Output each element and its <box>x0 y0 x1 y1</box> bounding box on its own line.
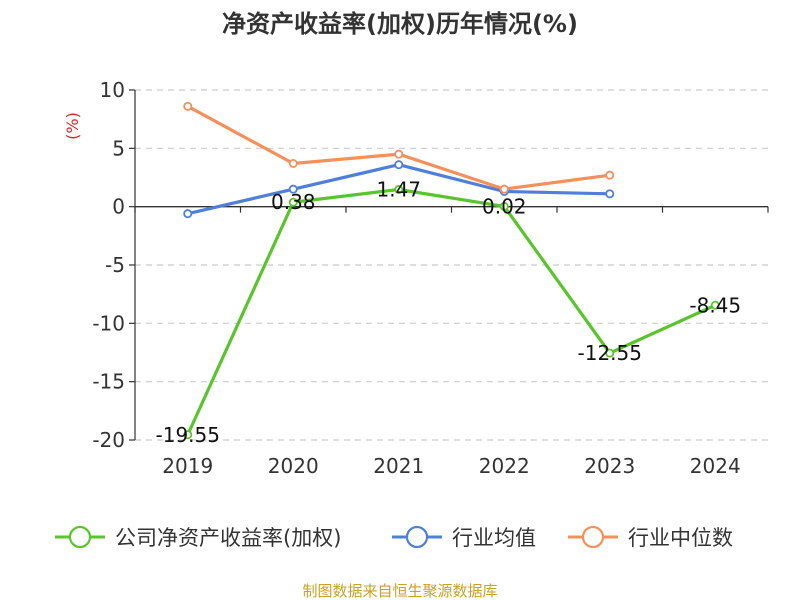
y-tick-label: -20 <box>92 428 125 452</box>
data-point[interactable] <box>605 170 615 180</box>
axes: 10 5 0 -5 -10 -15 -20 2019 2020 2021 2022 2023 2024 <box>92 78 769 478</box>
data-point[interactable] <box>394 149 404 159</box>
data-point[interactable] <box>499 184 509 194</box>
y-axis-unit: (%) <box>63 112 82 140</box>
data-point[interactable] <box>288 158 298 168</box>
data-label: -8.45 <box>689 293 741 317</box>
data-label: 0.02 <box>482 194 527 218</box>
data-source-note: 制图数据来自恒生聚源数据库 <box>302 582 497 600</box>
data-labels: -19.55 0.38 1.47 0.02 -12.55 -8.45 <box>156 178 742 447</box>
chart-title: 净资产收益率(加权)历年情况(%) <box>222 10 578 38</box>
data-label: -12.55 <box>578 341 642 365</box>
data-point[interactable] <box>183 430 193 440</box>
x-tick-label: 2021 <box>373 454 424 478</box>
legend-item-2[interactable]: 行业中位数 <box>568 525 733 550</box>
data-label: 1.47 <box>376 178 421 202</box>
legend-item-1[interactable]: 行业均值 <box>392 525 536 550</box>
x-tick-label: 2024 <box>690 454 741 478</box>
legend-label: 行业均值 <box>452 526 536 550</box>
data-point[interactable] <box>183 101 193 111</box>
data-point[interactable] <box>288 184 298 194</box>
data-point[interactable] <box>394 160 404 170</box>
y-tick-label: -5 <box>105 253 125 277</box>
legend-label: 公司净资产收益率(加权) <box>115 526 341 550</box>
x-tick-label: 2019 <box>162 454 213 478</box>
grid-lines <box>135 89 768 441</box>
data-point[interactable] <box>605 189 615 199</box>
data-point[interactable] <box>394 185 404 195</box>
data-point[interactable] <box>499 201 509 211</box>
x-tick-label: 2023 <box>584 454 635 478</box>
legend-item-0[interactable]: 公司净资产收益率(加权) <box>55 525 341 550</box>
y-tick-label: 5 <box>112 136 125 160</box>
data-label: -19.55 <box>156 423 220 447</box>
y-tick-label: -15 <box>92 370 125 394</box>
series-line-0 <box>186 187 716 436</box>
legend[interactable]: 公司净资产收益率(加权) 行业均值 行业中位数 <box>55 525 733 550</box>
data-point[interactable] <box>710 300 720 310</box>
y-tick-label: 10 <box>100 78 125 102</box>
x-tick-label: 2022 <box>479 454 530 478</box>
series-lines <box>183 101 720 440</box>
legend-marker <box>405 525 429 549</box>
legend-marker <box>68 525 92 549</box>
y-tick-label: 0 <box>112 195 125 219</box>
data-point[interactable] <box>605 348 615 358</box>
legend-marker <box>581 525 605 549</box>
y-tick-label: -10 <box>92 311 125 335</box>
legend-label: 行业中位数 <box>628 526 733 550</box>
x-tick-label: 2020 <box>268 454 319 478</box>
data-point[interactable] <box>183 209 193 219</box>
data-point[interactable] <box>288 197 298 207</box>
data-label: 0.38 <box>271 190 316 214</box>
